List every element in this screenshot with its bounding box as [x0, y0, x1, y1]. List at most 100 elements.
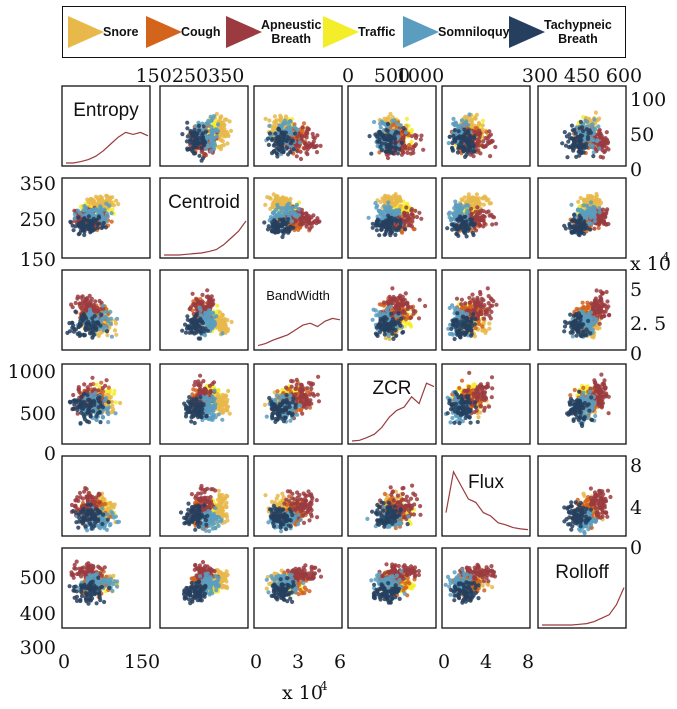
scatter-point: [300, 216, 306, 221]
scatter-point: [602, 149, 607, 155]
scatter-point: [601, 207, 606, 212]
scatter-point: [263, 116, 268, 121]
scatter-point: [279, 149, 284, 154]
scatter-point: [369, 151, 374, 156]
cell-frame: [61, 85, 151, 167]
legend-label: Snore: [103, 25, 139, 39]
scatter-cell: [253, 177, 343, 259]
scatter-point: [304, 224, 309, 229]
scatter-point: [292, 124, 297, 130]
scatter-cell: [347, 177, 437, 259]
scatter-point: [114, 198, 119, 203]
scatter-point: [397, 194, 402, 199]
scatter-point: [76, 215, 81, 220]
scatter-point: [188, 138, 193, 143]
scatter-point: [297, 144, 302, 149]
legend-swatch-icon: [323, 16, 359, 48]
scatter-point: [386, 133, 391, 138]
scatter-point: [79, 306, 84, 311]
scatter-point: [597, 216, 602, 221]
scatter-point: [105, 333, 110, 338]
scatter-point: [86, 223, 91, 228]
scatter-point: [464, 234, 469, 239]
scatter-point: [451, 121, 456, 126]
scatter-point: [459, 135, 464, 140]
scatter-point: [209, 124, 214, 129]
scatter-point: [210, 144, 216, 149]
scatter-cell: [347, 85, 437, 167]
scatter-point: [581, 203, 586, 208]
scatter-point: [272, 228, 277, 234]
scatter-point: [570, 230, 575, 235]
scatter-point: [594, 191, 599, 197]
scatter-point: [591, 150, 596, 155]
scatter-point: [447, 134, 452, 139]
scatter-point: [105, 319, 110, 324]
scatter-point: [215, 303, 220, 308]
scatter-point: [209, 294, 214, 299]
scatter-point: [366, 215, 371, 220]
scatter-point: [195, 140, 201, 145]
scatter-point: [404, 116, 409, 121]
scatter-point: [370, 225, 375, 230]
scatter-point: [409, 208, 414, 213]
scatter-point: [109, 334, 114, 339]
scatter-point: [272, 213, 277, 218]
scatter-point: [419, 133, 424, 138]
scatter-point: [418, 137, 423, 142]
scatter-point: [582, 211, 587, 217]
scatter-point: [89, 198, 94, 203]
scatter-point: [451, 116, 456, 121]
scatter-point: [115, 316, 120, 321]
scatter-point: [387, 215, 392, 220]
scatter-point: [288, 224, 293, 229]
scatter-point: [318, 143, 323, 148]
scatter-point: [283, 207, 288, 212]
scatter-point: [388, 233, 393, 238]
scatter-point: [578, 226, 583, 232]
scatter-point: [470, 139, 475, 144]
scatter-point: [478, 151, 483, 156]
scatter-point: [210, 131, 215, 136]
scatter-point: [104, 201, 109, 206]
scatter-point: [193, 124, 198, 129]
scatter-point: [198, 307, 203, 312]
scatter-point: [88, 311, 94, 316]
scatter-point: [72, 326, 77, 331]
scatter-point: [581, 128, 586, 134]
legend-label: Tachypneic Breath: [544, 11, 612, 53]
scatter-point: [82, 232, 87, 238]
scatter-point: [87, 307, 93, 312]
scatter-point: [587, 220, 592, 225]
scatter-point: [588, 200, 594, 205]
legend-item: Cough: [145, 11, 235, 53]
scatter-point: [570, 146, 575, 151]
scatter-point: [93, 208, 98, 213]
scatter-point: [307, 221, 312, 226]
scatter-point: [483, 144, 488, 149]
scatter-point: [295, 127, 300, 132]
scatter-point: [94, 217, 99, 222]
scatter-point: [99, 197, 104, 202]
scatter-point: [314, 150, 320, 155]
scatter-point: [401, 126, 406, 131]
scatter-point: [89, 228, 94, 233]
scatter-point: [596, 124, 601, 129]
scatter-point: [72, 212, 77, 217]
scatter-point: [227, 119, 232, 124]
scatter-point: [215, 122, 221, 127]
scatter-point: [82, 223, 87, 228]
scatter-cell: [537, 177, 627, 259]
scatter-point: [472, 135, 477, 140]
scatter-point: [307, 216, 312, 221]
scatter-point: [412, 133, 418, 138]
scatter-point: [585, 134, 591, 139]
legend-label: Traffic: [358, 25, 396, 39]
scatter-point: [199, 146, 204, 151]
scatter-point: [463, 138, 468, 143]
scatter-point: [263, 202, 268, 207]
scatter-point: [281, 121, 286, 126]
scatter-point: [459, 206, 465, 211]
scatter-point: [571, 138, 577, 143]
scatter-point: [477, 223, 482, 228]
